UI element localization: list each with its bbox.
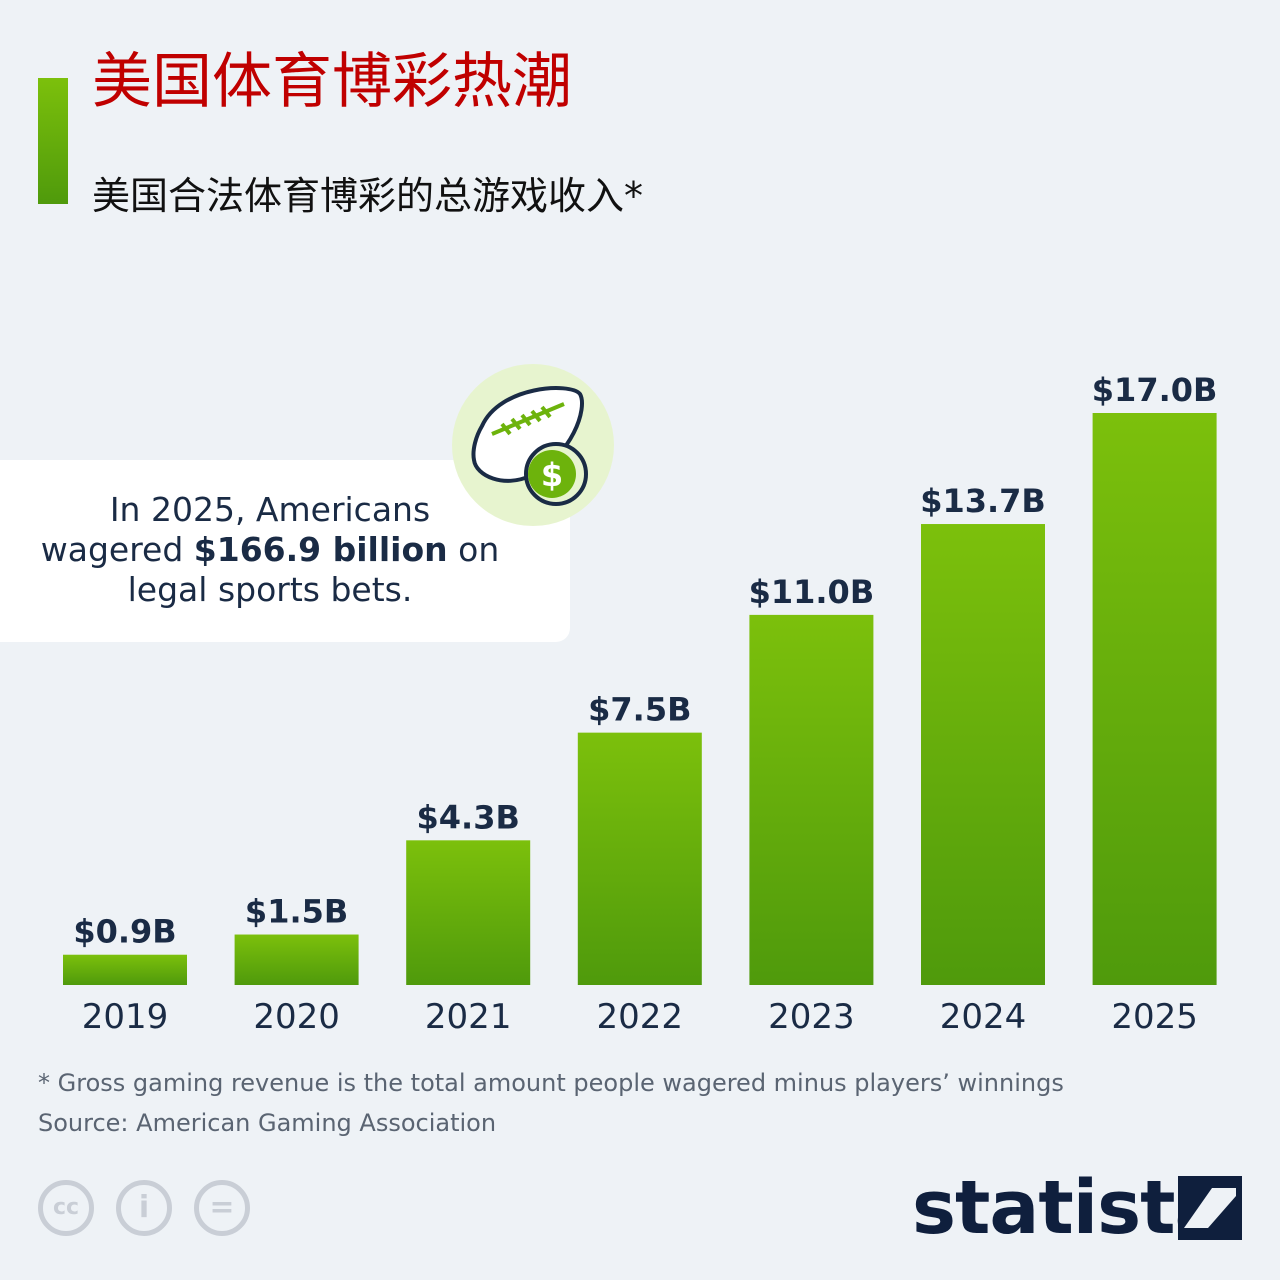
callout-line-2-suffix: on	[447, 530, 500, 569]
bar-2021	[406, 840, 531, 985]
x-tick-label-2025: 2025	[1111, 997, 1198, 1037]
x-tick-label-2021: 2021	[425, 997, 512, 1037]
callout-text: In 2025, Americans wagered $166.9 billio…	[0, 490, 540, 610]
value-label-2019: $0.9B	[73, 913, 176, 951]
bar-2025	[1092, 413, 1217, 985]
bar-2024	[921, 524, 1045, 985]
bar-2022	[577, 732, 702, 985]
value-label-2020: $1.5B	[245, 893, 348, 931]
accent-bar	[38, 78, 68, 204]
value-label-2022: $7.5B	[588, 691, 691, 729]
footnote: * Gross gaming revenue is the total amou…	[38, 1069, 1064, 1097]
value-label-2025: $17.0B	[1092, 371, 1218, 409]
x-tick-label-2019: 2019	[82, 997, 169, 1037]
chart-title: 美国体育博彩热潮	[92, 47, 572, 117]
chart-subtitle: 美国合法体育博彩的总游戏收入*	[92, 174, 644, 218]
x-tick-label-2024: 2024	[940, 997, 1027, 1037]
bar-chart: $0.9B 2019 $1.5B 2020 $4.3B 2021 $7.5B 2022 $11.…	[63, 371, 1218, 1037]
no-derivatives-icon[interactable]: =	[194, 1180, 250, 1236]
bar-2023	[749, 614, 874, 985]
x-tick-label-2022: 2022	[597, 997, 684, 1037]
value-label-2023: $11.0B	[749, 573, 875, 611]
bar-2020	[234, 934, 359, 985]
value-label-2024: $13.7B	[920, 482, 1046, 520]
attribution-icon[interactable]: i	[116, 1180, 172, 1236]
value-label-2021: $4.3B	[417, 798, 520, 836]
statista-logo-text[interactable]: statista	[912, 1165, 1224, 1251]
callout-line-2-prefix: wagered	[40, 530, 194, 569]
x-tick-label-2020: 2020	[253, 997, 340, 1037]
source-note: Source: American Gaming Association	[38, 1109, 497, 1137]
bar-2019	[63, 954, 187, 985]
callout-amount: $166.9 billion	[193, 530, 448, 569]
x-tick-label-2023: 2023	[768, 997, 855, 1037]
football-dollar-icon: $	[471, 386, 588, 506]
callout-line-3: legal sports bets.	[127, 570, 413, 609]
callout-line-2: wagered $166.9 billion on	[0, 530, 540, 570]
svg-text:$: $	[541, 456, 563, 494]
statista-logo-icon[interactable]	[1178, 1176, 1242, 1240]
callout-line-1: In 2025, Americans	[109, 490, 431, 529]
cc-icon[interactable]: cc	[38, 1180, 94, 1236]
